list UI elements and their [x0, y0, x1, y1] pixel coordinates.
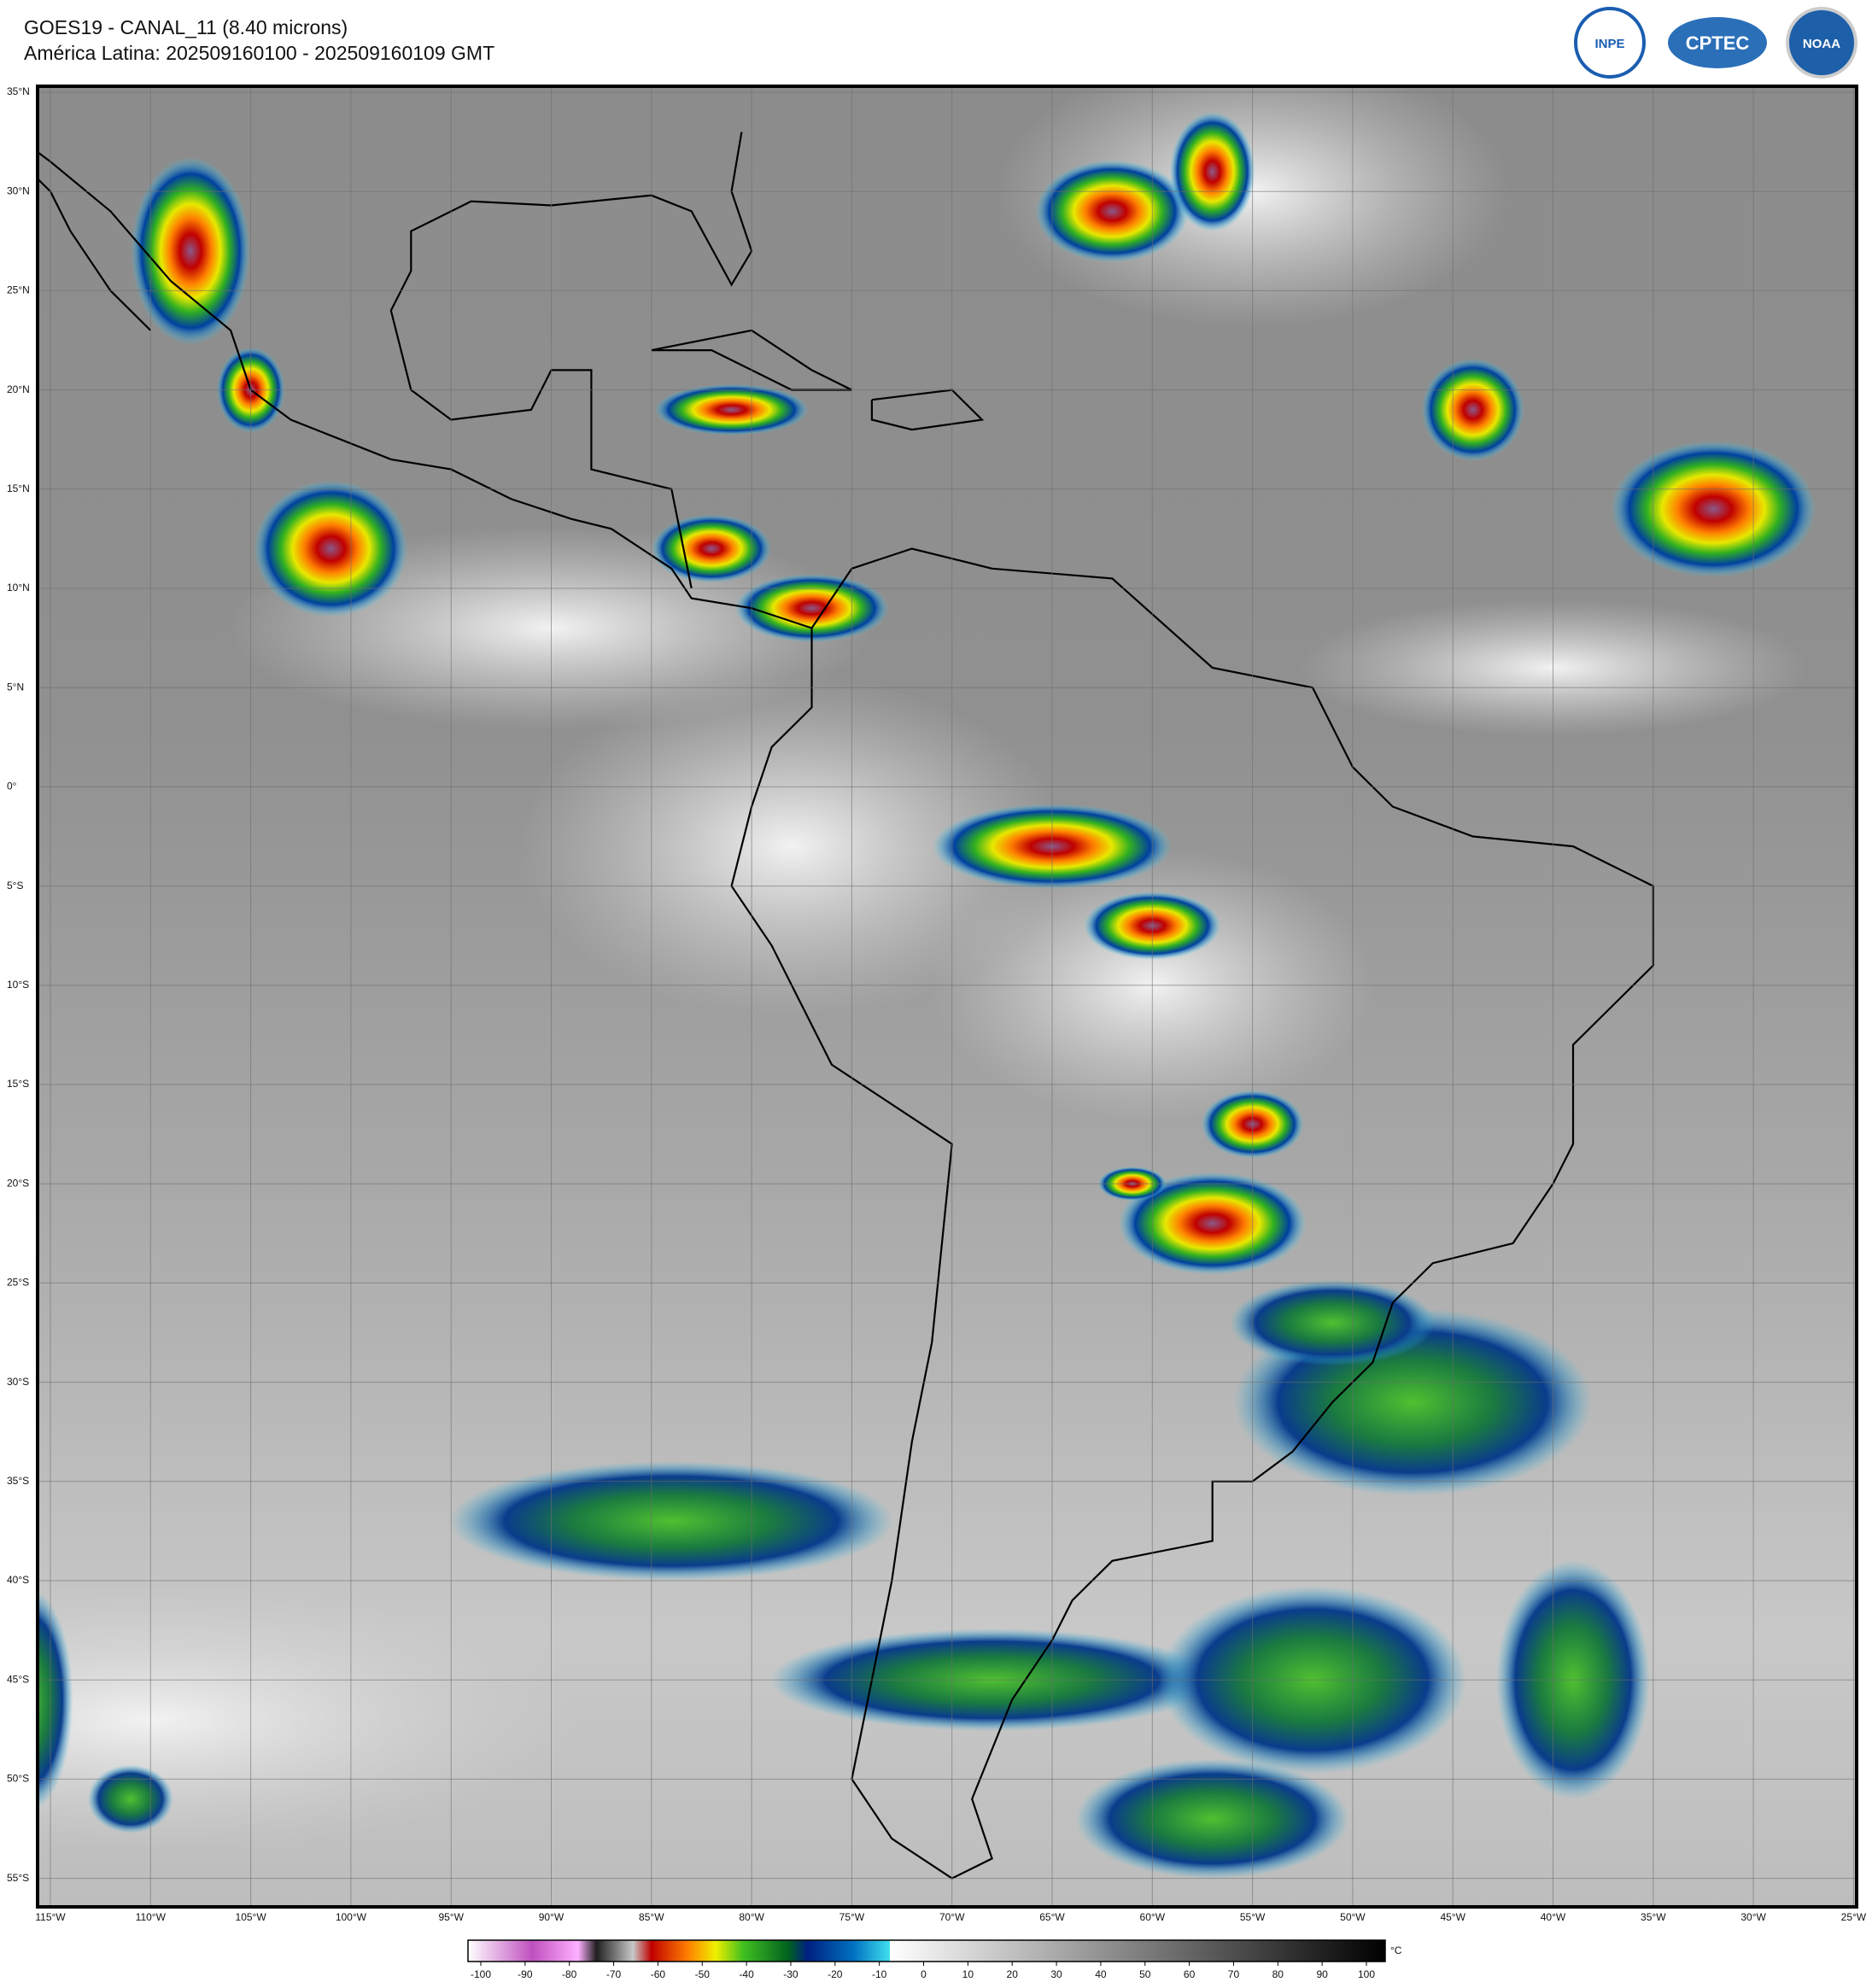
lon-label: 105°W	[236, 1911, 267, 1923]
lat-label: 20°N	[7, 383, 30, 395]
graticule	[38, 86, 1857, 1907]
colorbar-tick-label: -50	[695, 1968, 711, 1980]
lon-label: 50°W	[1340, 1911, 1366, 1923]
lat-label: 0°	[7, 781, 17, 792]
colorbar-tick-label: 90	[1316, 1968, 1328, 1980]
colorbar-tick-label: -30	[783, 1968, 799, 1980]
cloud-blob	[87, 1764, 173, 1833]
cloud-blob	[1421, 358, 1524, 461]
cloud-blob	[1035, 160, 1190, 263]
map-frame	[36, 85, 1858, 1909]
cloud-blob	[652, 514, 772, 583]
lon-label: 45°W	[1440, 1911, 1465, 1923]
colorbar-ticks: -100 -90 -80 -70 -60 -50 -40 -30 -20 -10 0 10 20 30 40…	[471, 1962, 1375, 1980]
axis-labels: 35°N 30°N 25°N 20°N 15°N 10°N 5°N 0° 5°S 10°S 15°S…	[7, 85, 1867, 1923]
cloud-blob	[1118, 1172, 1307, 1275]
lat-label: 5°S	[7, 880, 23, 892]
lon-label: 110°W	[136, 1911, 167, 1923]
cloud-blob	[654, 383, 809, 436]
lat-label: 55°S	[7, 1872, 29, 1884]
colorbar-unit: °C	[1390, 1944, 1402, 1956]
colorbar-tick-label: 10	[962, 1968, 974, 1980]
lat-label: 25°N	[7, 284, 30, 296]
colorbar-tick-label: -80	[562, 1968, 577, 1980]
lat-label: 35°S	[7, 1475, 29, 1487]
cloud-blob	[449, 1461, 894, 1582]
lat-label: 15°S	[7, 1078, 29, 1090]
coastline	[870, 389, 985, 431]
lon-label: 55°W	[1240, 1911, 1266, 1923]
lat-label: 10°N	[7, 582, 30, 593]
coastline	[38, 177, 152, 331]
cloud-blob	[38, 1590, 73, 1810]
colorbar-tick-label: 20	[1007, 1968, 1019, 1980]
lon-label: 75°W	[839, 1911, 865, 1923]
colorbar-tick-label: -40	[739, 1968, 754, 1980]
lat-label: 5°N	[7, 681, 24, 693]
logo-text: INPE	[1594, 37, 1624, 51]
lon-label: 30°W	[1740, 1911, 1766, 1923]
lon-label: 80°W	[739, 1911, 764, 1923]
lat-label: 30°S	[7, 1376, 29, 1388]
colorbar-tick-label: 50	[1139, 1968, 1151, 1980]
colorbar	[467, 1939, 1386, 1962]
lat-label: 45°S	[7, 1673, 29, 1685]
lon-label: 35°W	[1641, 1911, 1666, 1923]
coastline	[38, 150, 812, 629]
cloud-blob	[1169, 111, 1255, 231]
cloud-blob	[38, 1582, 578, 1856]
cloud-blob	[1230, 1279, 1436, 1365]
lon-label: 65°W	[1039, 1911, 1065, 1923]
lon-label: 95°W	[438, 1911, 464, 1923]
coastline	[389, 132, 753, 589]
colorbar-tick-label: -70	[606, 1968, 622, 1980]
colorbar-tick-label: 40	[1095, 1968, 1107, 1980]
logo-badge	[1574, 7, 1646, 79]
cloud-blob	[1611, 441, 1816, 578]
lat-label: 50°S	[7, 1773, 29, 1785]
colorbar-tick-label: 70	[1228, 1968, 1240, 1980]
cloud-blob	[254, 480, 408, 617]
colorbar-tick-label: 100	[1358, 1968, 1375, 1980]
title: GOES19 - CANAL_11 (8.40 microns)	[24, 16, 348, 38]
logo-text: NOAA	[1803, 37, 1840, 51]
lat-label: 25°S	[7, 1277, 29, 1289]
logos: INPE CPTEC NOAA	[1574, 7, 1857, 79]
cloud-blob	[131, 156, 251, 345]
map-image	[38, 86, 1857, 1907]
cloud-blob	[518, 675, 1066, 1018]
colorbar-tick-label: 80	[1272, 1968, 1284, 1980]
lat-label: 20°S	[7, 1177, 29, 1189]
cloud-blob	[734, 574, 889, 643]
logo-badge	[1786, 7, 1857, 79]
lon-label: 40°W	[1541, 1911, 1566, 1923]
colorbar-tick-label: -100	[471, 1968, 491, 1980]
lat-label: 30°N	[7, 184, 30, 196]
colorbar-tick-label: 0	[921, 1968, 927, 1980]
lon-label: 100°W	[336, 1911, 367, 1923]
lon-label: 70°W	[939, 1911, 965, 1923]
lat-label: 10°S	[7, 979, 29, 991]
lat-label: 40°S	[7, 1574, 29, 1586]
colorbar-tick-label: -60	[651, 1968, 666, 1980]
lat-label: 35°N	[7, 85, 30, 97]
cloud-blob	[1075, 1758, 1349, 1879]
colorbar-tick-label: 60	[1184, 1968, 1196, 1980]
colorbar-tick-label: -90	[518, 1968, 533, 1980]
lon-label: 85°W	[639, 1911, 664, 1923]
subtitle: América Latina: 202509160100 - 202509160…	[24, 42, 494, 64]
colorbar-tick-label: -20	[828, 1968, 843, 1980]
colorbar-tick-label: -10	[872, 1968, 887, 1980]
logo-text: CPTEC	[1686, 32, 1750, 54]
logo-badge	[1668, 17, 1767, 68]
colorbar-tick-label: 30	[1050, 1968, 1062, 1980]
lon-label: 60°W	[1140, 1911, 1166, 1923]
lon-label: 90°W	[539, 1911, 565, 1923]
lat-label: 15°N	[7, 482, 30, 494]
lon-label: 25°W	[1841, 1911, 1867, 1923]
lon-label: 115°W	[35, 1911, 66, 1923]
